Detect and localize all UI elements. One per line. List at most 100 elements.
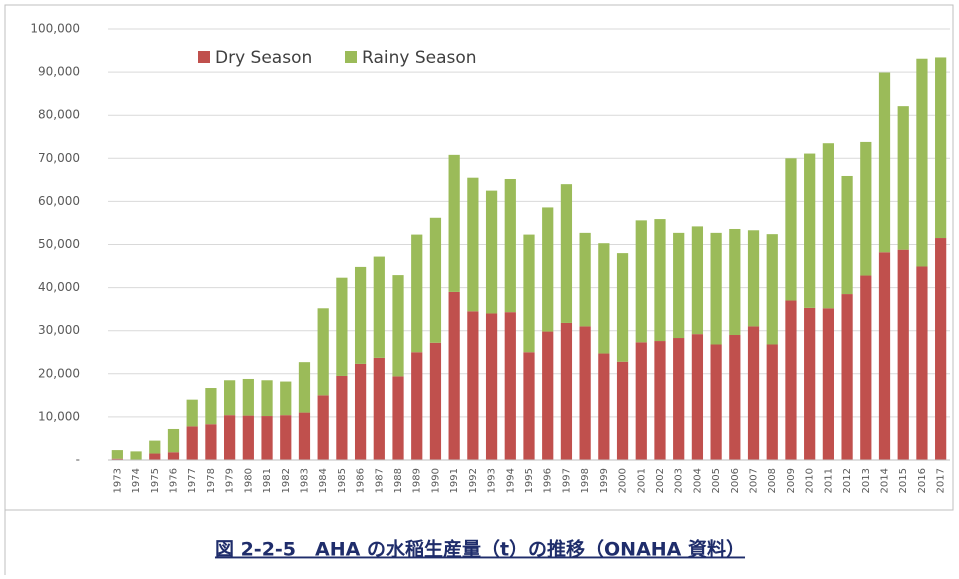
bar-segment — [130, 451, 141, 459]
x-tick-label: 2001 — [636, 468, 647, 493]
bar-segment — [767, 234, 778, 344]
bar-segment — [617, 253, 628, 362]
bar-segment — [729, 229, 740, 335]
bar-segment — [430, 343, 441, 460]
bar-segment — [392, 275, 403, 376]
bar-segment — [224, 380, 235, 415]
legend-label: Dry Season — [215, 48, 312, 68]
bar-segment — [561, 323, 572, 460]
bar-segment — [467, 311, 478, 460]
x-tick-label: 1993 — [487, 468, 498, 493]
bar-segment — [243, 379, 254, 416]
bar-segment — [898, 250, 909, 460]
bar-segment — [935, 238, 946, 460]
x-tick-label: 1994 — [505, 468, 516, 493]
bar-segment — [636, 220, 647, 342]
bar-segment — [205, 424, 216, 460]
bar-segment — [580, 233, 591, 327]
bar-segment — [673, 338, 684, 460]
caption: 図 2-2-5 AHA の水稲生産量（t）の推移（ONAHA 資料） — [215, 538, 745, 561]
bar-segment — [318, 395, 329, 460]
legend-label: Rainy Season — [362, 48, 477, 68]
bar-segment — [374, 358, 385, 460]
x-tick-label: 1973 — [112, 468, 123, 493]
y-tick-label: 100,000 — [30, 22, 80, 36]
x-tick-label: 1997 — [561, 468, 572, 493]
bar-segment — [467, 178, 478, 312]
bar-segment — [486, 313, 497, 460]
x-tick-label: 1995 — [524, 468, 535, 493]
bar-segment — [673, 233, 684, 338]
bar-segment — [580, 326, 591, 460]
x-tick-label: 2004 — [692, 468, 703, 493]
bar-segment — [430, 218, 441, 343]
bar-segment — [187, 426, 198, 460]
bar-segment — [261, 416, 272, 460]
bar-segment — [299, 413, 310, 460]
bar-segment — [542, 207, 553, 331]
bar-segment — [748, 230, 759, 326]
bar-segment — [149, 441, 160, 454]
bar-segment — [804, 308, 815, 460]
bar-segment — [767, 344, 778, 460]
x-tick-label: 2005 — [711, 468, 722, 493]
bar-segment — [149, 454, 160, 460]
bar-segment — [916, 59, 927, 267]
bar-segment — [785, 158, 796, 300]
bar-segment — [355, 267, 366, 364]
x-tick-label: 1979 — [225, 468, 236, 493]
bar-segment — [710, 344, 721, 460]
bar-segment — [299, 362, 310, 412]
y-tick-label: 70,000 — [38, 151, 80, 165]
bar-segment — [449, 155, 460, 292]
x-tick-label: 2017 — [936, 468, 947, 493]
bar-segment — [336, 278, 347, 376]
y-tick-label: 50,000 — [38, 237, 80, 251]
bar-segment — [785, 301, 796, 460]
y-tick-label: 40,000 — [38, 280, 80, 294]
bar-segment — [935, 57, 946, 238]
bar-segment — [654, 341, 665, 460]
x-tick-label: 2003 — [674, 468, 685, 493]
x-tick-label: 1989 — [412, 468, 423, 493]
legend-swatch — [198, 51, 210, 63]
bar-segment — [224, 415, 235, 460]
bar-segment — [261, 380, 272, 416]
bar-segment — [823, 308, 834, 460]
y-tick-label: 30,000 — [38, 323, 80, 337]
bar-segment — [243, 416, 254, 460]
bar-segment — [280, 382, 291, 416]
x-tick-label: 1978 — [206, 468, 217, 493]
bar-segment — [617, 362, 628, 460]
y-tick-label: 90,000 — [38, 65, 80, 79]
bar-segment — [523, 235, 534, 353]
x-tick-label: 1987 — [374, 468, 385, 493]
bar-segment — [823, 143, 834, 308]
bar-segment — [916, 266, 927, 460]
bar-segment — [804, 154, 815, 308]
x-tick-label: 1980 — [243, 468, 254, 493]
bar-segment — [168, 429, 179, 452]
bar-segment — [561, 184, 572, 323]
bar-segment — [205, 388, 216, 424]
x-tick-label: 1985 — [337, 468, 348, 493]
legend-swatch — [345, 51, 357, 63]
y-tick-label: - — [76, 453, 80, 467]
bar-segment — [841, 176, 852, 294]
x-tick-label: 2011 — [823, 468, 834, 493]
bar-segment — [355, 364, 366, 460]
bar-segment — [879, 252, 890, 460]
y-tick-label: 10,000 — [38, 409, 80, 423]
x-tick-label: 1983 — [299, 468, 310, 493]
x-tick-label: 2013 — [861, 468, 872, 493]
bar-segment — [692, 226, 703, 334]
x-tick-label: 1986 — [356, 468, 367, 493]
bar-segment — [411, 352, 422, 460]
x-tick-label: 1977 — [187, 468, 198, 493]
bar-segment — [168, 452, 179, 460]
bar-segment — [505, 312, 516, 460]
x-tick-label: 2012 — [842, 468, 853, 493]
bar-segment — [280, 415, 291, 460]
x-tick-label: 2015 — [898, 468, 909, 493]
bar-segment — [598, 243, 609, 353]
